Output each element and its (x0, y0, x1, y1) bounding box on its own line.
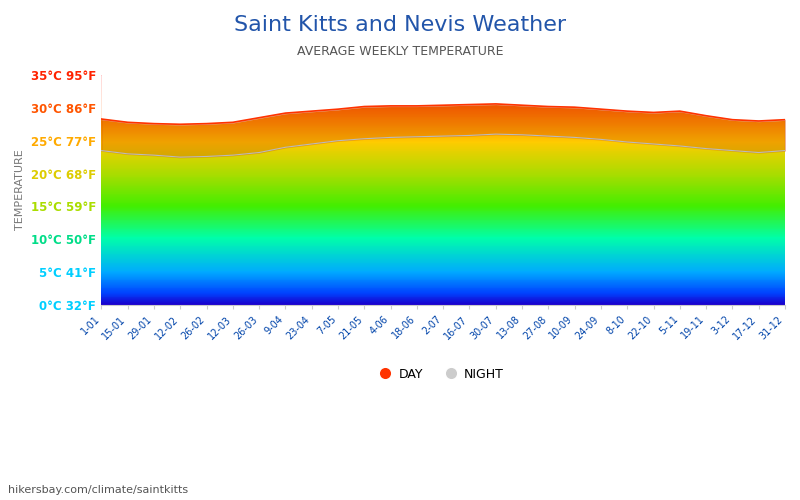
Text: hikersbay.com/climate/saintkitts: hikersbay.com/climate/saintkitts (8, 485, 188, 495)
Y-axis label: TEMPERATURE: TEMPERATURE (15, 150, 25, 230)
Text: Saint Kitts and Nevis Weather: Saint Kitts and Nevis Weather (234, 15, 566, 35)
Text: AVERAGE WEEKLY TEMPERATURE: AVERAGE WEEKLY TEMPERATURE (297, 45, 503, 58)
Legend: DAY, NIGHT: DAY, NIGHT (378, 363, 509, 386)
